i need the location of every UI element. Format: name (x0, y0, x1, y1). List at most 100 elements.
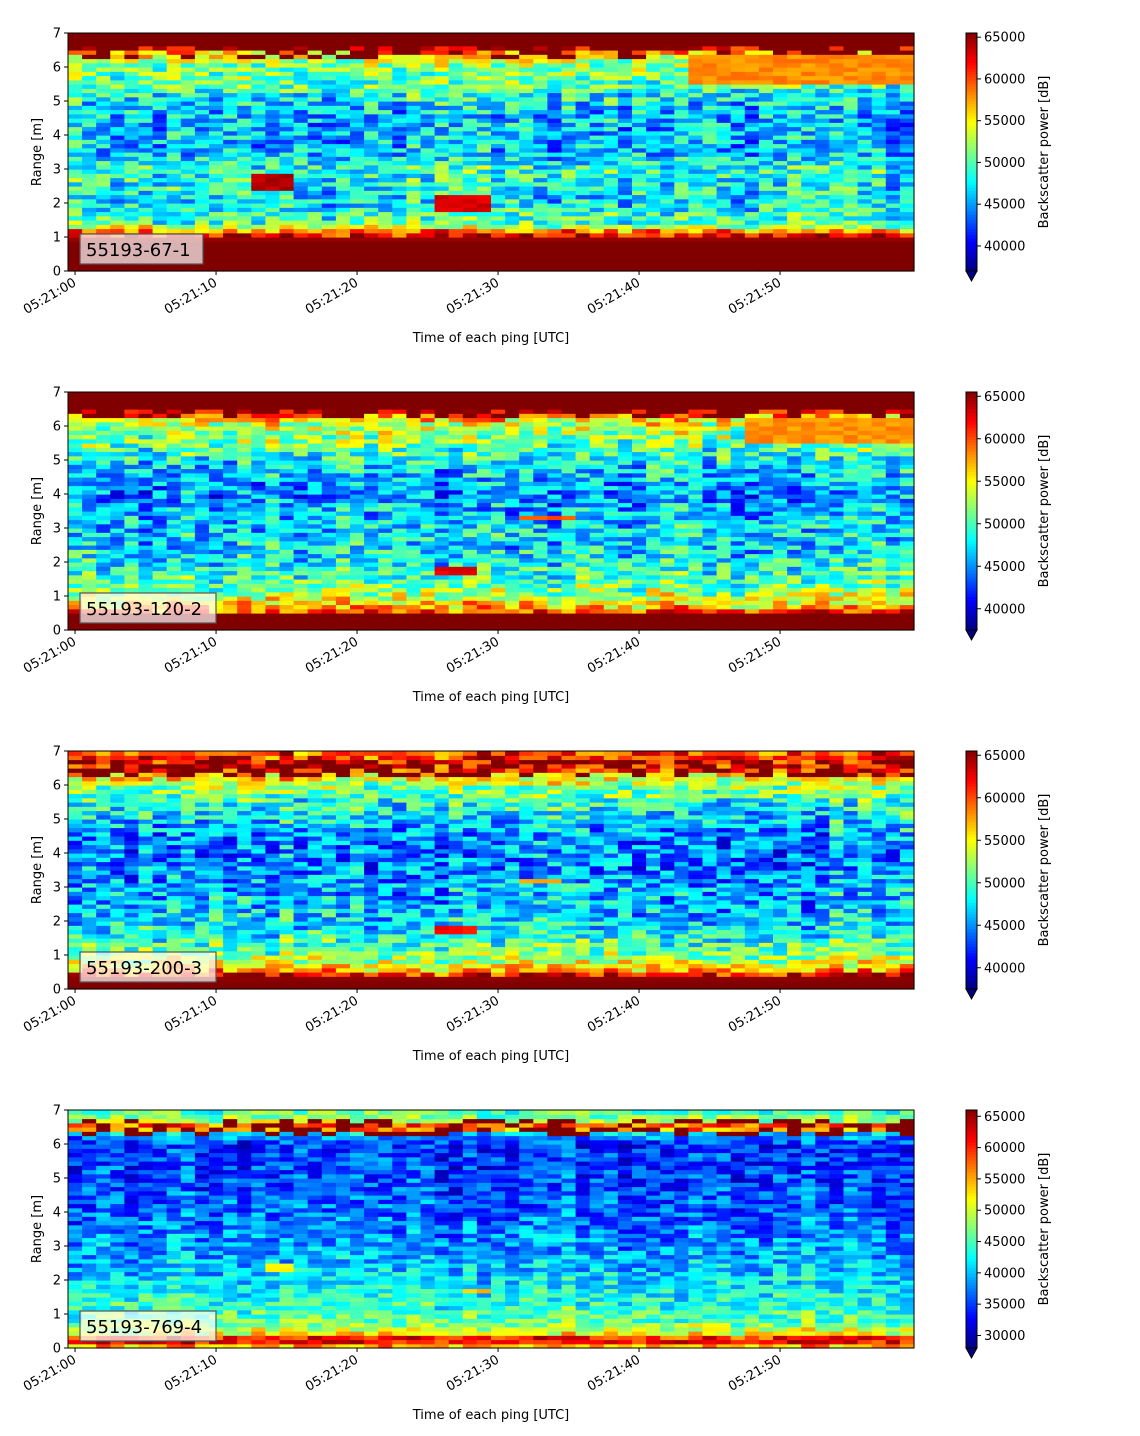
heatmap-cell (321, 71, 337, 77)
heatmap-cell (505, 105, 520, 111)
heatmap-cell (575, 198, 591, 204)
heatmap-cell (124, 587, 140, 593)
heatmap-cell (293, 118, 309, 123)
heatmap-cell (82, 194, 97, 200)
heatmap-cell (434, 455, 450, 461)
heatmap-cell (378, 400, 393, 406)
heatmap-cell (434, 625, 450, 631)
heatmap-cell (237, 489, 252, 495)
heatmap-cell (293, 266, 309, 272)
heatmap-cell (110, 113, 125, 119)
heatmap-cell (716, 203, 732, 208)
heatmap-cell (364, 54, 379, 60)
heatmap-cell (321, 443, 337, 448)
heatmap-cell (857, 113, 873, 119)
heatmap-cell (124, 203, 140, 208)
heatmap-cell (152, 426, 168, 431)
heatmap-cell (519, 254, 534, 259)
heatmap-cell (180, 113, 196, 119)
heatmap-cell (801, 122, 816, 128)
heatmap-cell (787, 177, 802, 183)
heatmap-cell (321, 258, 337, 264)
heatmap-cell (603, 262, 619, 268)
heatmap-cell (857, 109, 873, 115)
heatmap-cell (491, 245, 506, 251)
heatmap-cell (138, 152, 154, 157)
heatmap-cell (688, 164, 704, 170)
heatmap-cell (829, 50, 845, 55)
heatmap-cell (688, 92, 704, 98)
heatmap-cell (68, 523, 83, 529)
heatmap-cell (462, 198, 478, 204)
heatmap-cell (491, 37, 506, 43)
colorbar: 400004500050000550006000065000Backscatte… (965, 31, 1052, 283)
heatmap-cell (209, 262, 224, 268)
heatmap-cell (533, 160, 548, 166)
heatmap-cell (716, 84, 732, 89)
heatmap-cell (547, 254, 563, 259)
heatmap-cell (730, 160, 746, 166)
heatmap-cell (575, 266, 591, 272)
heatmap-cell (293, 591, 309, 597)
heatmap-cell (871, 266, 887, 272)
heatmap-cell (871, 181, 887, 187)
heatmap-cell (350, 583, 365, 589)
heatmap-cell (378, 596, 393, 601)
heatmap-cell (237, 67, 252, 72)
heatmap-cell (138, 135, 154, 140)
heatmap-cell (223, 215, 238, 221)
heatmap-cell (138, 130, 154, 136)
heatmap-cell (688, 130, 704, 136)
heatmap-cell (603, 186, 619, 191)
heatmap-cell (307, 54, 323, 60)
heatmap-cell (646, 198, 661, 204)
heatmap-cell (843, 232, 859, 238)
heatmap-cell (166, 173, 182, 179)
heatmap-cell (871, 164, 887, 170)
heatmap-cell (166, 438, 182, 444)
heatmap-cell (491, 203, 506, 208)
heatmap-cell (364, 413, 379, 419)
heatmap-cell (82, 160, 97, 166)
heatmap-cell (293, 447, 309, 453)
heatmap-cell (110, 540, 125, 546)
heatmap-cell (321, 122, 337, 128)
heatmap-cell (505, 58, 520, 64)
heatmap-cell (787, 186, 802, 191)
heatmap-cell (688, 62, 704, 68)
heatmap-cell (237, 570, 252, 576)
heatmap-cell (674, 224, 689, 230)
heatmap-cell (124, 404, 140, 410)
heatmap-cell (251, 460, 266, 465)
heatmap-cell (801, 249, 816, 255)
heatmap-cell (378, 92, 393, 98)
heatmap-cell (491, 173, 506, 179)
heatmap-cell (491, 181, 506, 187)
heatmap-cell (335, 489, 351, 495)
heatmap-cell (716, 109, 732, 115)
heatmap-cell (787, 152, 802, 157)
heatmap-cell (406, 570, 422, 576)
heatmap-cell (899, 88, 915, 94)
heatmap-cell (279, 105, 295, 111)
heatmap-cell (378, 549, 393, 555)
heatmap-cell (194, 37, 210, 43)
heatmap-cell (857, 173, 873, 179)
heatmap-cell (279, 75, 295, 81)
heatmap-cell (335, 105, 351, 111)
heatmap-cell (561, 33, 577, 38)
heatmap-cell (82, 426, 97, 431)
heatmap-cell (801, 203, 816, 208)
heatmap-cell (124, 96, 140, 102)
heatmap-cell (265, 54, 281, 60)
heatmap-cell (180, 62, 196, 68)
heatmap-cell (899, 71, 915, 77)
heatmap-cell (899, 139, 915, 145)
heatmap-cell (829, 41, 845, 47)
heatmap-cell (180, 421, 196, 427)
heatmap-cell (801, 118, 816, 123)
heatmap-cell (265, 67, 281, 72)
heatmap-cell (364, 591, 379, 597)
heatmap-cell (420, 224, 436, 230)
heatmap-cell (180, 409, 196, 414)
